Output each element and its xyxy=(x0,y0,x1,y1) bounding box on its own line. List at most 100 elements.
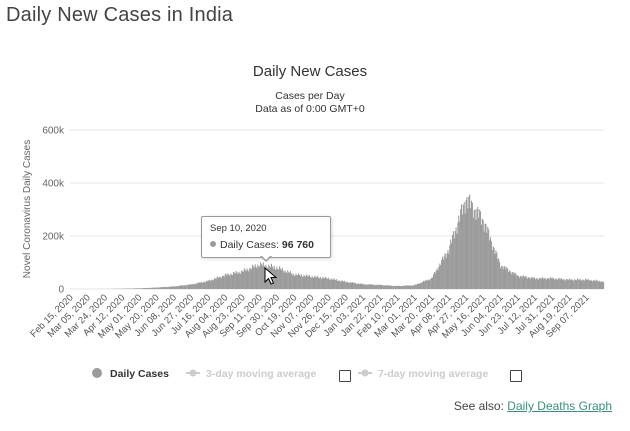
y-tick-label: 600k xyxy=(42,126,65,137)
bar xyxy=(591,280,593,289)
bar xyxy=(441,256,444,289)
bar xyxy=(277,268,279,289)
bar xyxy=(452,231,454,289)
bar xyxy=(242,271,244,289)
bar xyxy=(308,276,310,289)
bar xyxy=(367,284,369,289)
bar xyxy=(576,278,578,289)
bar xyxy=(293,275,295,289)
bar xyxy=(573,280,575,289)
bar xyxy=(349,281,351,289)
bar xyxy=(381,285,383,289)
bar xyxy=(365,284,368,289)
bar xyxy=(151,287,153,289)
bar xyxy=(488,229,490,289)
bar xyxy=(442,259,444,289)
bar xyxy=(397,285,399,289)
bar xyxy=(335,279,337,289)
bar xyxy=(336,279,338,289)
bar xyxy=(149,287,151,289)
bar xyxy=(168,286,170,289)
bar xyxy=(170,286,172,289)
tooltip: Sep 10, 2020 Daily Cases: 96 760 xyxy=(201,216,331,258)
bar xyxy=(487,226,489,289)
bar xyxy=(403,285,406,289)
bar xyxy=(341,280,343,289)
bar xyxy=(174,286,177,289)
bar xyxy=(518,275,520,289)
bar xyxy=(365,284,367,289)
bar xyxy=(321,278,323,289)
bar xyxy=(279,266,281,289)
bar xyxy=(517,275,519,289)
y-tick-label: 0 xyxy=(58,285,64,296)
bar xyxy=(454,231,456,289)
bar xyxy=(511,271,513,289)
bar xyxy=(533,277,535,289)
legend-label[interactable]: Daily Cases xyxy=(110,368,169,380)
bar xyxy=(240,273,242,289)
bar xyxy=(177,286,179,289)
bar xyxy=(433,272,435,289)
bar xyxy=(411,285,413,289)
bar xyxy=(417,283,419,289)
bar xyxy=(350,282,352,289)
bar xyxy=(569,279,571,289)
bar xyxy=(581,280,583,289)
bar xyxy=(455,227,457,289)
bar xyxy=(440,265,442,289)
bar xyxy=(494,254,496,289)
bar xyxy=(286,272,288,289)
bar xyxy=(473,210,475,289)
legend-label[interactable]: 3-day moving average xyxy=(206,368,316,380)
bar xyxy=(436,268,438,289)
bar xyxy=(450,239,452,289)
bar xyxy=(156,287,158,289)
bar xyxy=(374,284,376,289)
legend-label[interactable]: 7-day moving average xyxy=(378,368,488,380)
y-tick-label: 200k xyxy=(42,232,65,243)
bar xyxy=(499,268,501,289)
bar xyxy=(559,279,561,289)
bar xyxy=(250,268,252,289)
bar xyxy=(159,287,161,289)
bar xyxy=(232,275,234,289)
bar xyxy=(585,279,587,289)
bar xyxy=(322,276,324,289)
bar xyxy=(525,276,527,289)
bar xyxy=(489,237,492,289)
bar xyxy=(354,283,356,289)
legend-marker-icon[interactable] xyxy=(361,369,369,377)
bar xyxy=(490,240,492,289)
bar xyxy=(570,280,572,289)
daily-deaths-graph-link[interactable]: Daily Deaths Graph xyxy=(507,399,612,413)
bar xyxy=(400,286,402,289)
bar xyxy=(598,280,600,289)
bar xyxy=(182,285,184,289)
bar xyxy=(289,272,291,289)
bar xyxy=(413,285,415,289)
legend-marker-icon[interactable] xyxy=(92,368,102,378)
3-day-average-checkbox[interactable] xyxy=(339,370,351,382)
bar xyxy=(413,285,415,289)
chart-subtitle-2: Data as of 0:00 GMT+0 xyxy=(255,103,365,115)
bar xyxy=(353,283,355,289)
legend-marker-icon[interactable] xyxy=(189,369,197,377)
7-day-average-checkbox[interactable] xyxy=(510,370,522,382)
bar xyxy=(220,277,222,289)
see-also: See also: Daily Deaths Graph xyxy=(454,399,612,413)
bar xyxy=(519,275,521,289)
bar xyxy=(534,277,536,289)
bar xyxy=(253,267,255,289)
bar xyxy=(426,280,428,289)
bar xyxy=(565,280,567,289)
tooltip-dot-icon xyxy=(210,241,216,247)
bar xyxy=(457,222,459,289)
chart-title: Daily New Cases xyxy=(253,63,367,80)
bar xyxy=(445,258,447,289)
bar xyxy=(542,277,544,289)
bar xyxy=(258,266,260,289)
bar xyxy=(334,279,336,289)
bar xyxy=(574,279,576,289)
